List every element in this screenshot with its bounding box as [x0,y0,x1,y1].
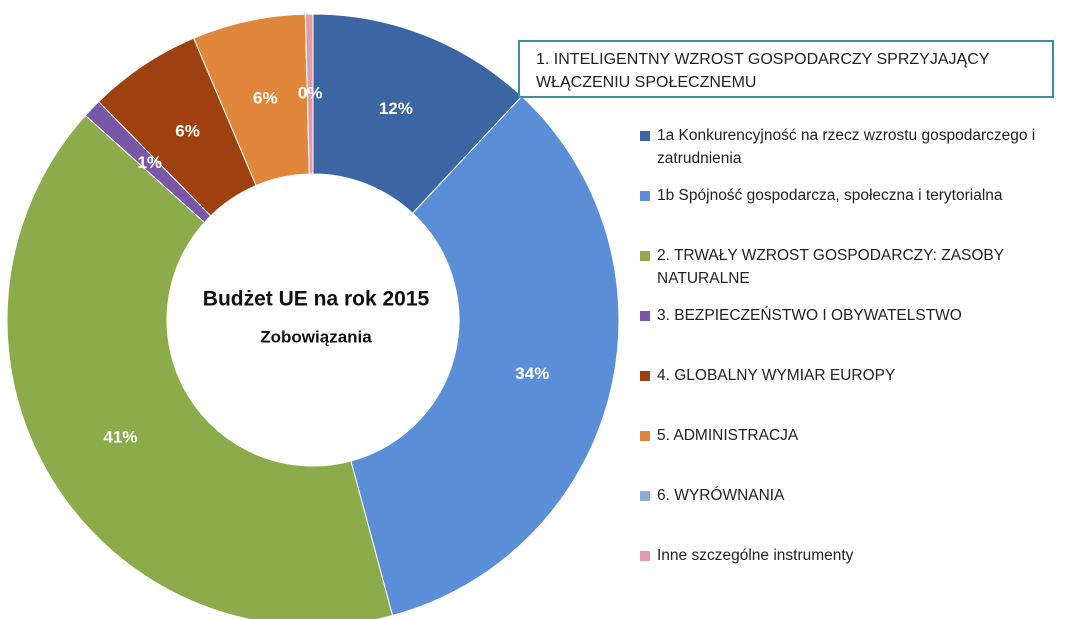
legend-label: 6. WYRÓWNANIA [657,487,785,504]
legend-label: 2. TRWAŁY WZROST GOSPODARCZY: ZASOBY NAT… [657,247,1004,287]
data-label: 6% [175,121,200,140]
legend-item: 2. TRWAŁY WZROST GOSPODARCZY: ZASOBY NAT… [638,244,1058,304]
legend-item: 4. GLOBALNY WYMIAR EUROPY [638,364,1058,424]
legend-swatch [640,371,650,381]
legend-item: 5. ADMINISTRACJA [638,424,1058,484]
legend-label: 1a Konkurencyjność na rzecz wzrostu gosp… [657,127,1036,167]
chart-title: Budżet UE na rok 2015 [203,288,430,311]
legend-item: Inne szczególne instrumenty [638,544,1058,604]
data-label: 34% [515,364,549,383]
legend-item: 6. WYRÓWNANIA [638,484,1058,544]
chart-subtitle: Zobowiązania [260,327,372,346]
legend-item: 3. BEZPIECZEŃSTWO I OBYWATELSTWO [638,304,1058,364]
legend-item: 1a Konkurencyjność na rzecz wzrostu gosp… [638,124,1058,184]
legend-label: 5. ADMINISTRACJA [657,427,799,444]
donut-segment [304,13,314,175]
legend: 1a Konkurencyjność na rzecz wzrostu gosp… [638,124,1058,604]
data-label: 12% [379,99,413,118]
data-label: 1% [137,153,162,172]
legend-swatch [640,191,650,201]
donut-segment [350,95,620,617]
legend-label: Inne szczególne instrumenty [657,547,854,564]
donut-segment [6,114,394,619]
legend-swatch [640,131,650,141]
data-label: 0% [298,84,323,103]
data-label: 6% [253,89,278,108]
legend-swatch [640,431,650,441]
legend-item: 1b Spójność gospodarcza, społeczna i ter… [638,184,1058,244]
donut-segment [312,13,523,214]
legend-title: 1. INTELIGENTNY WZROST GOSPODARCZY SPRZY… [518,40,1054,98]
legend-swatch [640,491,650,501]
legend-label: 3. BEZPIECZEŃSTWO I OBYWATELSTWO [657,307,962,324]
legend-label: 4. GLOBALNY WYMIAR EUROPY [657,367,896,384]
data-label: 41% [103,428,137,447]
legend-swatch [640,551,650,561]
legend-label: 1b Spójność gospodarcza, społeczna i ter… [657,187,1003,204]
legend-swatch [640,311,650,321]
legend-swatch [640,251,650,261]
